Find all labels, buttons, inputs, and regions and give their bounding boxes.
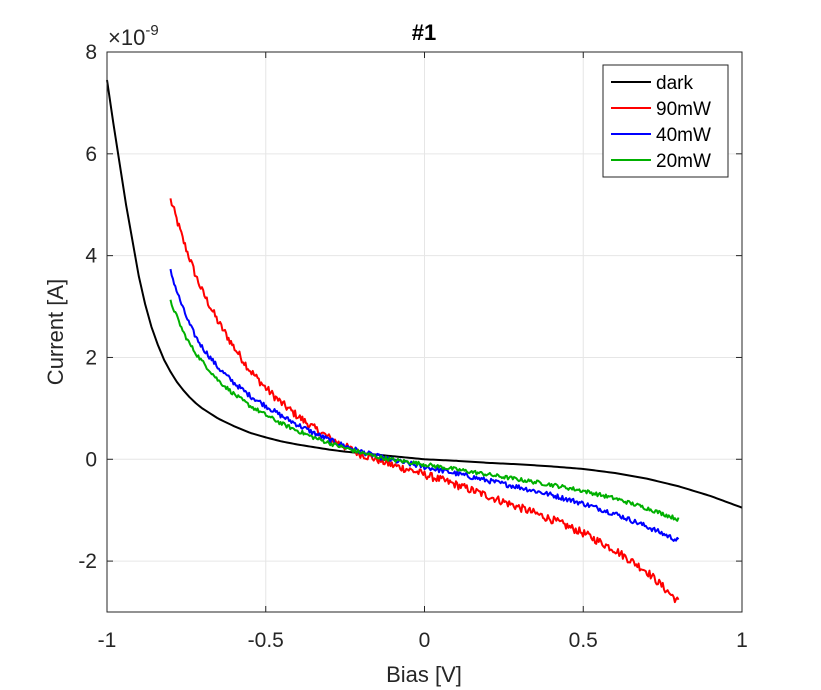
y-axis-ticks: -2 0 2 4 6 8 [78,41,742,573]
legend-label-40mw: 40mW [656,125,711,146]
legend: dark 90mW 40mW 20mW [602,64,729,178]
y-tick-label: 6 [85,143,97,166]
y-axis-exponent-label: ×10-9 [108,22,159,50]
legend-label-20mw: 20mW [656,151,711,172]
legend-label-dark: dark [656,73,693,94]
x-tick-label: -1 [98,629,117,652]
x-axis-ticks: -1 -0.5 0 0.5 1 [98,52,748,652]
series-line-90mw [169,198,680,604]
y-tick-label: -2 [78,550,97,573]
y-exponent-base: ×10 [108,25,145,50]
y-axis-label: Current [A] [43,279,68,385]
y-tick-label: 2 [85,346,97,369]
y-exponent-power: -9 [145,22,158,39]
series-line-dark [106,79,743,509]
x-axis-label: Bias [V] [386,662,462,687]
x-tick-label: 0.5 [569,629,598,652]
grid-lines [107,52,742,612]
series-line-20mw [169,299,680,522]
data-series [106,79,743,604]
legend-box [602,64,729,178]
x-tick-label: -0.5 [248,629,284,652]
legend-label-90mw: 90mW [656,99,711,120]
series-line-40mw [169,268,680,542]
y-tick-label: 4 [85,245,97,268]
x-tick-label: 0 [419,629,431,652]
y-tick-label: 0 [85,448,97,471]
y-tick-label: 8 [85,41,97,64]
x-tick-label: 1 [736,629,748,652]
chart-title: #1 [412,20,436,45]
